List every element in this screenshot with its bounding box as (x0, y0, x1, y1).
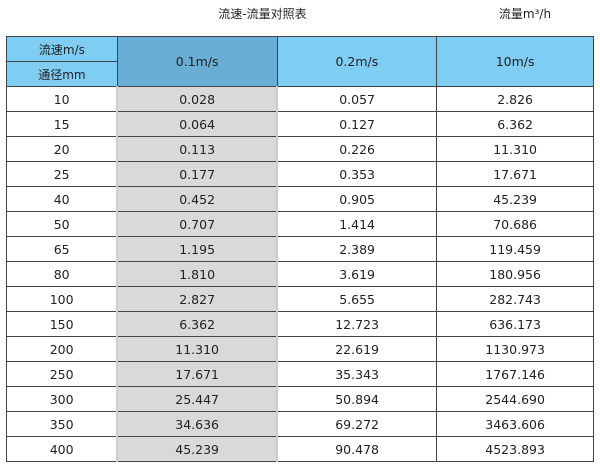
table-row: 200 11.310 22.619 1130.973 (6, 336, 594, 362)
unit-label: 流量m³/h (498, 7, 552, 21)
flow-cell: 17.671 (436, 161, 594, 187)
flow-cell: 0.127 (276, 111, 438, 137)
table-row: 10 0.028 0.057 2.826 (6, 86, 594, 112)
table-row: 65 1.195 2.389 119.459 (6, 236, 594, 262)
diameter-cell: 200 (6, 336, 118, 362)
flow-cell: 282.743 (436, 286, 594, 312)
table-row: 20 0.113 0.226 11.310 (6, 136, 594, 162)
diameter-cell: 20 (6, 136, 118, 162)
table-row: 150 6.362 12.723 636.173 (6, 311, 594, 337)
flow-cell: 1767.146 (436, 361, 594, 387)
flow-cell: 12.723 (276, 311, 438, 337)
diameter-cell: 40 (6, 186, 118, 212)
flow-cell: 4523.893 (436, 436, 594, 462)
diameter-cell: 15 (6, 111, 118, 137)
table-row: 100 2.827 5.655 282.743 (6, 286, 594, 312)
flow-cell: 0.057 (276, 86, 438, 112)
flow-cell: 0.226 (276, 136, 438, 162)
flow-cell: 119.459 (436, 236, 594, 262)
flow-cell: 0.177 (116, 161, 278, 187)
table-row: 250 17.671 35.343 1767.146 (6, 361, 594, 387)
flow-cell: 22.619 (276, 336, 438, 362)
flow-cell: 11.310 (116, 336, 278, 362)
flow-cell: 0.452 (116, 186, 278, 212)
diameter-cell: 50 (6, 211, 118, 237)
flow-cell: 45.239 (436, 186, 594, 212)
col-header: 10m/s (436, 36, 594, 87)
flow-cell: 69.272 (276, 411, 438, 437)
flow-cell: 0.707 (116, 211, 278, 237)
diameter-cell: 10 (6, 86, 118, 112)
flow-cell: 6.362 (116, 311, 278, 337)
col-header: 0.2m/s (276, 36, 438, 87)
flow-cell: 2.827 (116, 286, 278, 312)
flow-cell: 0.353 (276, 161, 438, 187)
flow-cell: 180.956 (436, 261, 594, 287)
flow-cell: 45.239 (116, 436, 278, 462)
table-title: 流速-流量对照表 (218, 7, 307, 21)
table-row: 50 0.707 1.414 70.686 (6, 211, 594, 237)
flow-cell: 11.310 (436, 136, 594, 162)
flow-cell: 1130.973 (436, 336, 594, 362)
diameter-cell: 350 (6, 411, 118, 437)
flow-cell: 1.195 (116, 236, 278, 262)
flow-cell: 70.686 (436, 211, 594, 237)
table-row: 300 25.447 50.894 2544.690 (6, 386, 594, 412)
flow-cell: 0.113 (116, 136, 278, 162)
diameter-header: 通径mm (6, 61, 118, 87)
flow-cell: 3.619 (276, 261, 438, 287)
flow-table: 流速m/s 0.1m/s 0.2m/s 10m/s 通径mm 10 0.028 0.… (6, 36, 594, 462)
flow-cell: 5.655 (276, 286, 438, 312)
flow-cell: 1.414 (276, 211, 438, 237)
flow-cell: 35.343 (276, 361, 438, 387)
flow-cell: 0.028 (116, 86, 278, 112)
table-row: 400 45.239 90.478 4523.893 (6, 436, 594, 462)
flow-cell: 636.173 (436, 311, 594, 337)
flow-cell: 0.905 (276, 186, 438, 212)
diameter-cell: 250 (6, 361, 118, 387)
flow-cell: 34.636 (116, 411, 278, 437)
table-row: 350 34.636 69.272 3463.606 (6, 411, 594, 437)
speed-header: 流速m/s (6, 36, 118, 62)
flow-cell: 0.064 (116, 111, 278, 137)
flow-cell: 50.894 (276, 386, 438, 412)
flow-cell: 17.671 (116, 361, 278, 387)
diameter-cell: 100 (6, 286, 118, 312)
table-row: 25 0.177 0.353 17.671 (6, 161, 594, 187)
flow-cell: 25.447 (116, 386, 278, 412)
diameter-cell: 25 (6, 161, 118, 187)
flow-cell: 2544.690 (436, 386, 594, 412)
flow-cell: 2.826 (436, 86, 594, 112)
table-row: 40 0.452 0.905 45.239 (6, 186, 594, 212)
table-row: 80 1.810 3.619 180.956 (6, 261, 594, 287)
flow-cell: 90.478 (276, 436, 438, 462)
diameter-cell: 65 (6, 236, 118, 262)
col-header: 0.1m/s (116, 36, 278, 87)
flow-cell: 1.810 (116, 261, 278, 287)
table-row: 15 0.064 0.127 6.362 (6, 111, 594, 137)
flow-cell: 6.362 (436, 111, 594, 137)
diameter-cell: 150 (6, 311, 118, 337)
diameter-cell: 80 (6, 261, 118, 287)
diameter-cell: 400 (6, 436, 118, 462)
flow-cell: 3463.606 (436, 411, 594, 437)
flow-cell: 2.389 (276, 236, 438, 262)
diameter-cell: 300 (6, 386, 118, 412)
